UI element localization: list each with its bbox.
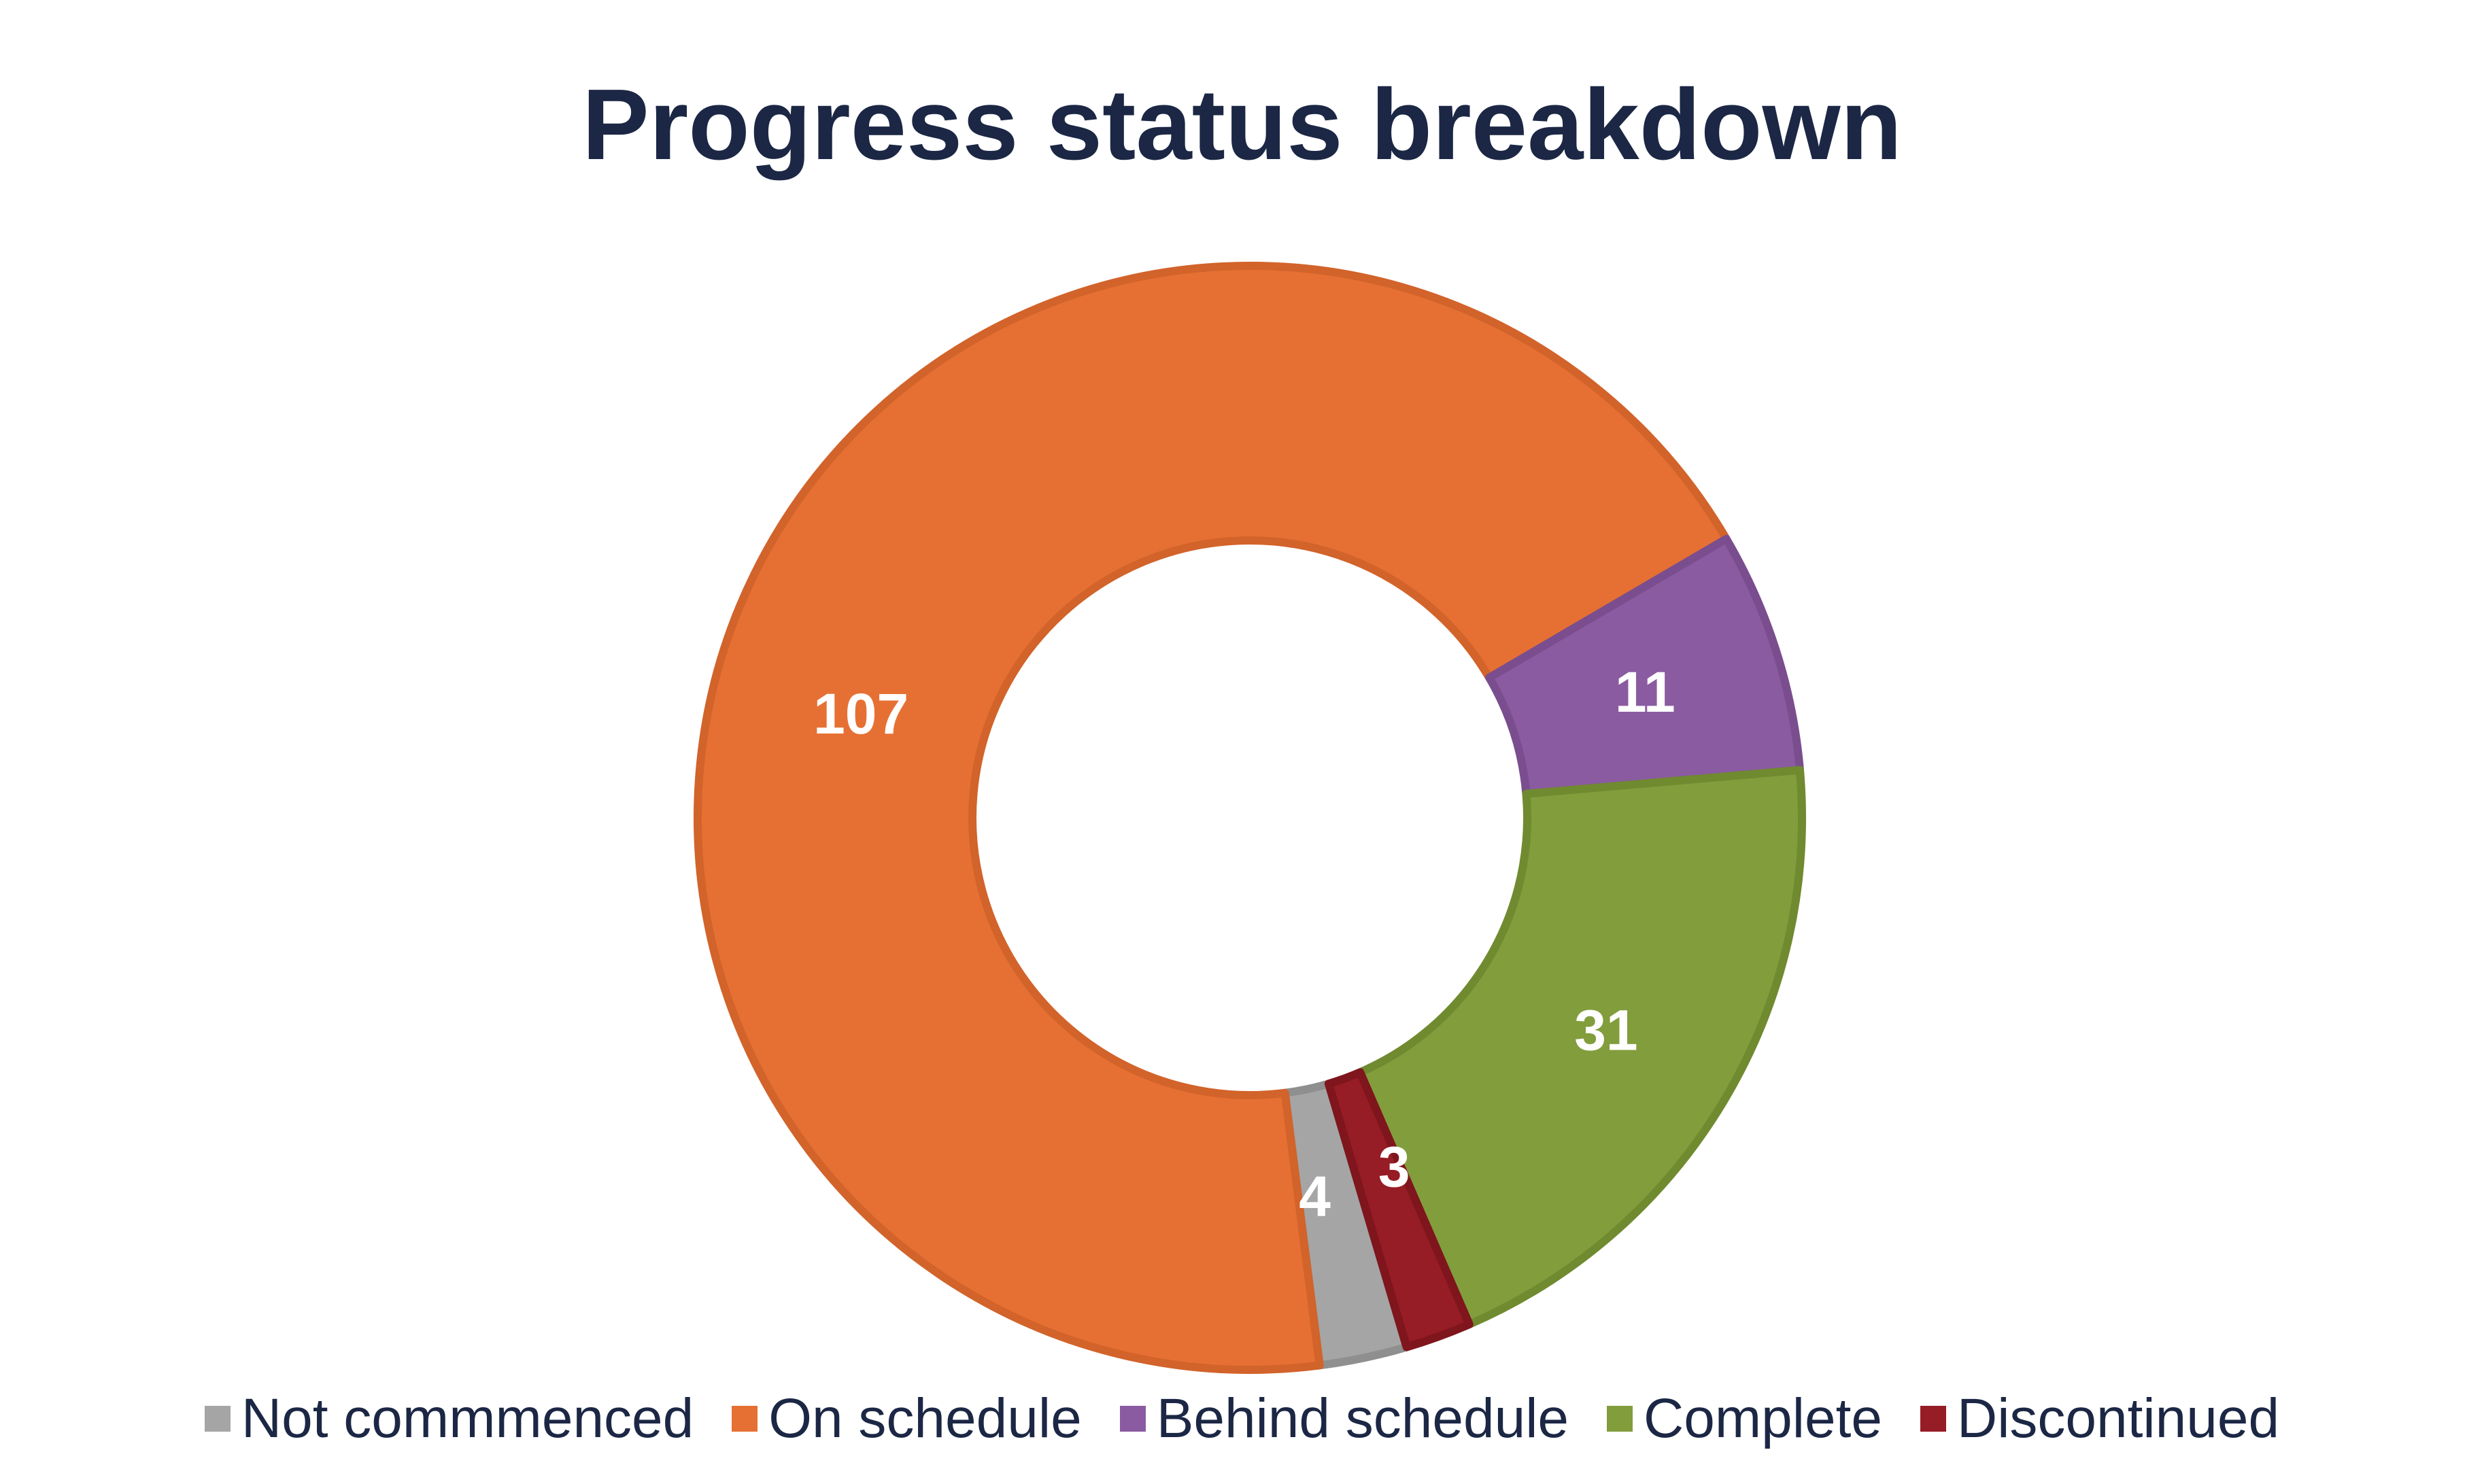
legend: Not commmenced On schedule Behind schedule… (0, 1387, 2484, 1451)
legend-label: Discontinued (1957, 1387, 2280, 1449)
slice-on-schedule (694, 262, 1731, 1374)
data-label-complete: 31 (1574, 998, 1637, 1062)
data-label-not-commmenced: 4 (1299, 1164, 1331, 1228)
legend-swatch (1920, 1406, 1946, 1432)
legend-item-on-schedule: On schedule (732, 1387, 1082, 1451)
slice-behind-schedule (1485, 534, 1804, 798)
data-label-discontinued: 3 (1378, 1135, 1410, 1198)
legend-item-discontinued: Discontinued (1920, 1387, 2279, 1451)
legend-item-behind-schedule: Behind schedule (1119, 1387, 1569, 1451)
data-label-behind-schedule: 11 (1615, 660, 1675, 724)
legend-label: Complete (1644, 1387, 1882, 1449)
legend-swatch (732, 1406, 758, 1432)
donut-data-labels: 4 107 11 31 3 (813, 660, 1675, 1228)
donut-slices (694, 262, 1807, 1374)
legend-label: Not commmenced (241, 1387, 694, 1449)
legend-item-not-commmenced: Not commmenced (204, 1387, 694, 1451)
legend-swatch (1607, 1406, 1633, 1432)
chart-title: Progress status breakdown (581, 69, 1903, 181)
legend-label: Behind schedule (1156, 1387, 1569, 1449)
slice-complete (1356, 765, 1807, 1329)
legend-item-complete: Complete (1607, 1387, 1882, 1451)
data-label-on-schedule: 107 (813, 682, 908, 746)
slice-discontinued (1324, 1068, 1474, 1351)
legend-swatch (1119, 1406, 1146, 1432)
legend-swatch (204, 1406, 231, 1432)
legend-label: On schedule (768, 1387, 1082, 1449)
